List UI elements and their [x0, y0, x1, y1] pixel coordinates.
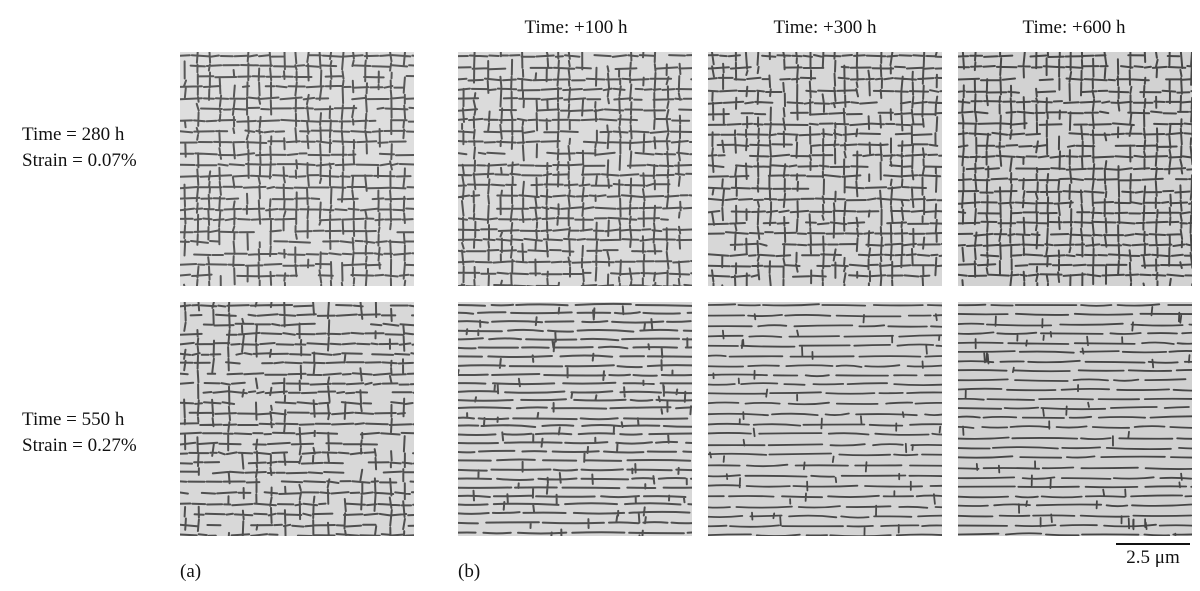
- panel-label-b: (b): [458, 561, 481, 582]
- column-heading-300h: Time: +300 h: [773, 17, 877, 38]
- panel-label-a: (a): [180, 561, 202, 582]
- micrograph-b-100h-top: [458, 52, 692, 286]
- micrograph-a-bottom: [180, 302, 414, 536]
- micrograph-b-600h-top: [958, 52, 1192, 286]
- micrograph-b-100h-bottom: [458, 302, 692, 536]
- row-label-bottom: Time = 550 h Strain = 0.27%: [22, 407, 137, 459]
- row-label-bottom-strain: Strain = 0.27%: [22, 435, 137, 456]
- micrograph-b-300h-bottom: [708, 302, 942, 536]
- micrograph-b-600h-bottom: [958, 302, 1192, 536]
- micrograph-a-top: [180, 52, 414, 286]
- row-label-top: Time = 280 h Strain = 0.07%: [22, 122, 137, 174]
- row-label-top-time: Time = 280 h: [22, 124, 125, 145]
- scale-bar-label: 2.5 μm: [1126, 547, 1180, 568]
- micrograph-b-300h-top: [708, 52, 942, 286]
- scale-bar-line: [1116, 543, 1190, 545]
- column-heading-100h: Time: +100 h: [524, 17, 628, 38]
- row-label-top-strain: Strain = 0.07%: [22, 150, 137, 171]
- column-heading-600h: Time: +600 h: [1022, 17, 1126, 38]
- row-label-bottom-time: Time = 550 h: [22, 409, 125, 430]
